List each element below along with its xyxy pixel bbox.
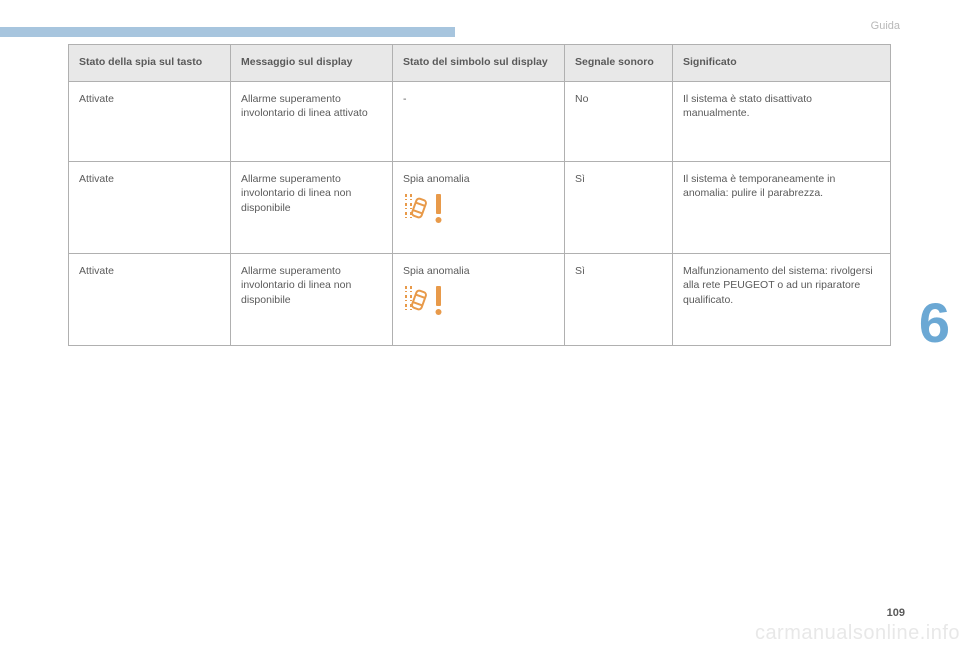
cell-symbol: Spia anomalia: [393, 254, 565, 346]
col-header: Messaggio sul display: [231, 45, 393, 82]
cell-button-state: Attivate: [69, 162, 231, 254]
cell-meaning: Il sistema è temporaneamente in anomalia…: [673, 162, 891, 254]
cell-meaning: Malfunzionamento del sistema: rivolgersi…: [673, 254, 891, 346]
watermark: carmanualsonline.info: [755, 622, 960, 645]
cell-sound: No: [565, 82, 673, 162]
cell-symbol: -: [393, 82, 565, 162]
cell-sound: Sì: [565, 162, 673, 254]
cell-meaning: Il sistema è stato disattivato manualmen…: [673, 82, 891, 162]
page-number: 109: [887, 607, 905, 619]
status-table: Stato della spia sul tasto Messaggio sul…: [68, 44, 890, 346]
top-accent-bar: [0, 27, 455, 37]
cell-sound: Sì: [565, 254, 673, 346]
col-header: Segnale sonoro: [565, 45, 673, 82]
symbol-label: Spia anomalia: [403, 264, 554, 278]
cell-display-message: Allarme superamento involontario di line…: [231, 254, 393, 346]
col-header: Stato del simbolo sul display: [393, 45, 565, 82]
symbol-label: Spia anomalia: [403, 172, 554, 186]
section-label: Guida: [871, 20, 900, 32]
table-row: Attivate Allarme superamento involontari…: [69, 162, 891, 254]
cell-display-message: Allarme superamento involontario di line…: [231, 162, 393, 254]
anomaly-icon: [403, 192, 447, 224]
cell-button-state: Attivate: [69, 82, 231, 162]
chapter-number: 6: [919, 290, 950, 355]
table-row: Attivate Allarme superamento involontari…: [69, 82, 891, 162]
cell-symbol: Spia anomalia: [393, 162, 565, 254]
table-header-row: Stato della spia sul tasto Messaggio sul…: [69, 45, 891, 82]
anomaly-icon: [403, 284, 447, 316]
col-header: Significato: [673, 45, 891, 82]
col-header: Stato della spia sul tasto: [69, 45, 231, 82]
cell-button-state: Attivate: [69, 254, 231, 346]
symbol-label: -: [403, 92, 554, 106]
table-row: Attivate Allarme superamento involontari…: [69, 254, 891, 346]
cell-display-message: Allarme superamento involontario di line…: [231, 82, 393, 162]
